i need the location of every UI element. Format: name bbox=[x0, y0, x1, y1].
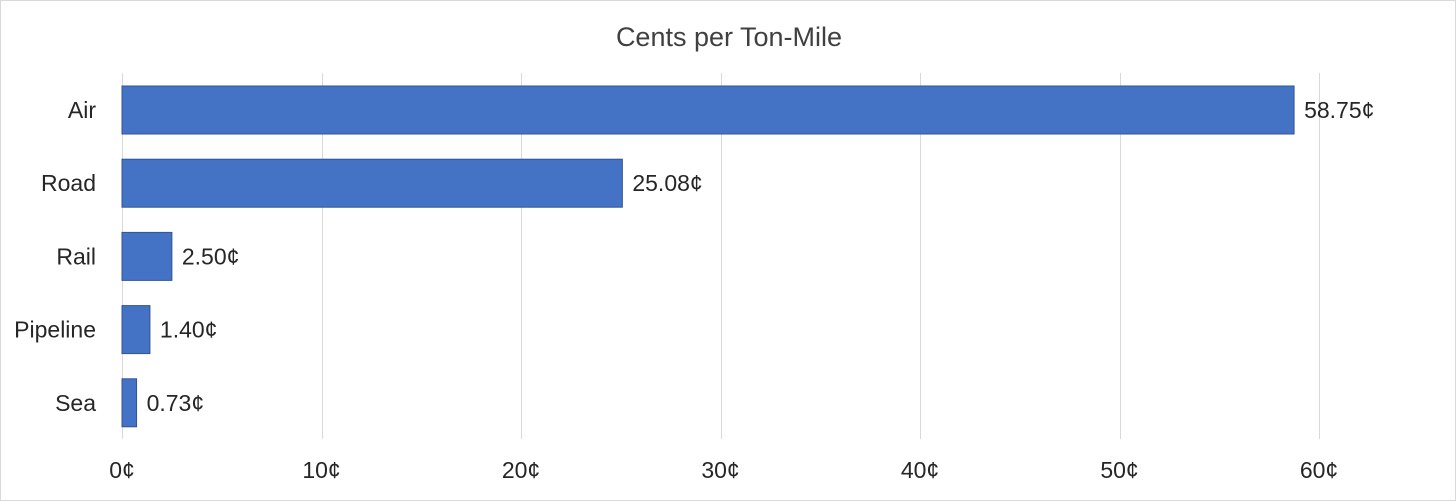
category-label-sea: Sea bbox=[55, 390, 96, 416]
x-tick-label: 20¢ bbox=[502, 457, 540, 483]
x-tick-label: 30¢ bbox=[701, 457, 739, 483]
bar-rail bbox=[121, 231, 173, 281]
data-label-air: 58.75¢ bbox=[1304, 97, 1374, 123]
x-tick-label: 50¢ bbox=[1100, 457, 1138, 483]
chart-title: Cents per Ton-Mile bbox=[616, 22, 842, 52]
bars bbox=[121, 85, 1295, 428]
data-label-rail: 2.50¢ bbox=[182, 243, 240, 269]
bar-pipeline bbox=[121, 305, 151, 355]
data-label-road: 25.08¢ bbox=[632, 170, 702, 196]
bar-road bbox=[121, 158, 623, 208]
category-labels: Air Road Rail Pipeline Sea bbox=[14, 97, 96, 416]
x-tick-label: 10¢ bbox=[302, 457, 340, 483]
x-tick-label: 40¢ bbox=[901, 457, 939, 483]
category-label-road: Road bbox=[41, 170, 96, 196]
data-label-sea: 0.73¢ bbox=[147, 390, 205, 416]
x-tick-label: 0¢ bbox=[109, 457, 135, 483]
x-axis-tick-labels: 0¢ 10¢ 20¢ 30¢ 40¢ 50¢ 60¢ bbox=[109, 457, 1338, 483]
x-tick-label: 60¢ bbox=[1300, 457, 1338, 483]
category-label-pipeline: Pipeline bbox=[14, 317, 96, 343]
bar-sea bbox=[121, 378, 138, 428]
bar-air bbox=[121, 85, 1295, 135]
category-label-air: Air bbox=[68, 97, 96, 123]
category-label-rail: Rail bbox=[56, 243, 96, 269]
data-labels: 58.75¢ 25.08¢ 2.50¢ 1.40¢ 0.73¢ bbox=[147, 97, 1375, 416]
data-label-pipeline: 1.40¢ bbox=[160, 317, 218, 343]
